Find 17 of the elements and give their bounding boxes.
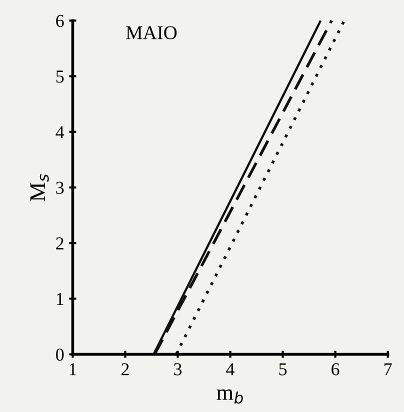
y-tick-label: 0	[56, 348, 64, 361]
x-axis-title: m$_{b}$	[216, 389, 243, 404]
x-tick-label: 1	[70, 363, 76, 376]
y-tick-label: 1	[56, 293, 64, 305]
x-tick-label: 7	[384, 363, 392, 376]
y-tick-label: 4	[56, 126, 64, 138]
x-tick-label: 3	[174, 363, 182, 376]
y-tick-label: 5	[56, 70, 64, 83]
x-tick-label: 4	[226, 363, 235, 376]
y-tick-label: 6	[56, 14, 64, 28]
y-axis-title: M$_{s}$	[30, 174, 49, 202]
chart-title: MAIO	[126, 26, 177, 40]
y-tick-label: 2	[56, 237, 64, 250]
x-tick-label: 5	[279, 363, 287, 376]
y-tick-label: 3	[56, 182, 64, 194]
x-tick-label: 6	[332, 363, 340, 376]
x-tick-label: 2	[122, 363, 129, 376]
